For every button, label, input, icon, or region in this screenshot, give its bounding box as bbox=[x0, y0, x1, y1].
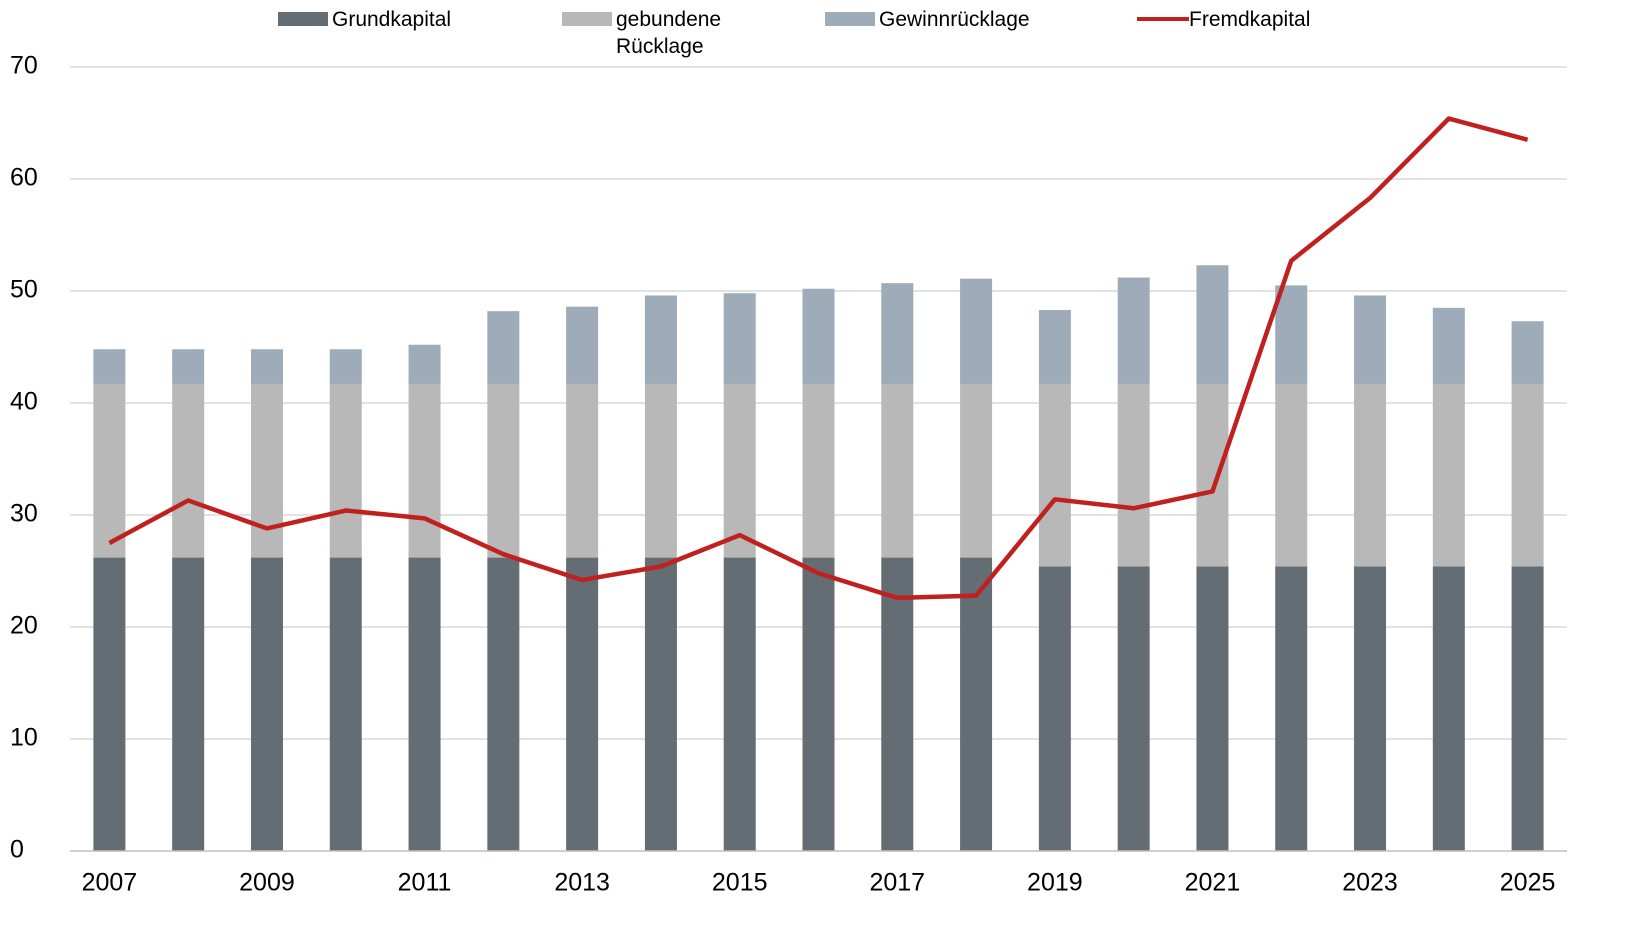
bar-segment bbox=[250, 349, 283, 384]
y-tick-label: 70 bbox=[10, 52, 38, 80]
bar-segment bbox=[172, 557, 205, 851]
bar-segment bbox=[1038, 310, 1071, 384]
bar-segment bbox=[408, 557, 441, 851]
bar-segment bbox=[802, 288, 835, 384]
legend: Grundkapital gebundene Rücklage Gewinnrück… bbox=[0, 6, 1632, 66]
x-tick-label: 2009 bbox=[239, 869, 295, 897]
bar-segment bbox=[881, 557, 914, 851]
legend-label: Fremdkapital bbox=[1189, 8, 1311, 31]
x-tick-label: 2013 bbox=[554, 869, 610, 897]
line bbox=[108, 116, 1529, 601]
bar-segment bbox=[644, 557, 677, 851]
bar-segment bbox=[566, 383, 599, 558]
bar-segment bbox=[1275, 285, 1308, 384]
bar-segment bbox=[93, 557, 126, 851]
bar-segment bbox=[1038, 566, 1071, 851]
bar-segment bbox=[960, 383, 993, 558]
bar-segment bbox=[1117, 383, 1150, 567]
legend-item: Grundkapital bbox=[278, 6, 451, 33]
bar-segment bbox=[1432, 307, 1465, 384]
x-tick-label: 2021 bbox=[1185, 869, 1241, 897]
bar-segment bbox=[1354, 295, 1387, 384]
bar-segment bbox=[1511, 321, 1544, 384]
bar-segment bbox=[172, 349, 205, 384]
bar-segment bbox=[1196, 566, 1229, 851]
bar-segment bbox=[644, 295, 677, 384]
x-tick-label: 2017 bbox=[869, 869, 925, 897]
legend-label: gebundene Rücklage bbox=[616, 8, 722, 58]
bar-segment bbox=[802, 383, 835, 558]
bar-segment bbox=[1117, 566, 1150, 851]
legend-label: Gewinnrücklage bbox=[879, 8, 1030, 31]
bar-segment bbox=[802, 557, 835, 851]
x-tick-label: 2025 bbox=[1500, 869, 1556, 897]
bar-segment bbox=[881, 383, 914, 558]
y-tick-label: 20 bbox=[10, 612, 38, 640]
bar-segment bbox=[644, 383, 677, 558]
bar-segment bbox=[723, 557, 756, 851]
bar-segment bbox=[408, 344, 441, 384]
bar-segment bbox=[723, 383, 756, 558]
bar-segment bbox=[329, 557, 362, 851]
x-tick-label: 2011 bbox=[398, 869, 452, 897]
legend-swatch bbox=[278, 12, 328, 26]
bar-segment bbox=[566, 557, 599, 851]
bar-segment bbox=[566, 306, 599, 384]
bar-segment bbox=[93, 349, 126, 384]
bar-segment bbox=[881, 283, 914, 384]
y-tick-label: 0 bbox=[10, 836, 24, 864]
bar-segment bbox=[408, 383, 441, 558]
bar-segment bbox=[487, 311, 520, 384]
y-tick-label: 50 bbox=[10, 276, 38, 304]
y-tick-label: 30 bbox=[10, 500, 38, 528]
bar-segment bbox=[250, 557, 283, 851]
bar-segment bbox=[1196, 383, 1229, 567]
bar-segment bbox=[93, 383, 126, 558]
bar-segment bbox=[1275, 566, 1308, 851]
bar-segment bbox=[1275, 383, 1308, 567]
bar-segment bbox=[1196, 265, 1229, 384]
legend-item: gebundene Rücklage bbox=[562, 6, 736, 60]
bar-segment bbox=[487, 383, 520, 558]
y-tick-label: 10 bbox=[10, 724, 38, 752]
bar-segment bbox=[329, 383, 362, 558]
bar-segment bbox=[1354, 566, 1387, 851]
bar-segment bbox=[723, 293, 756, 384]
bar-segment bbox=[487, 557, 520, 851]
bar-segment bbox=[1432, 566, 1465, 851]
y-tick-label: 60 bbox=[10, 164, 38, 192]
bar-segment bbox=[1511, 383, 1544, 567]
bar-segment bbox=[1432, 383, 1465, 567]
bar-segment bbox=[250, 383, 283, 558]
bar-segment bbox=[1038, 383, 1071, 567]
bar-segment bbox=[1354, 383, 1387, 567]
legend-swatch bbox=[1137, 17, 1189, 21]
legend-swatch bbox=[562, 12, 612, 26]
legend-item: Gewinnrücklage bbox=[825, 6, 1030, 33]
x-tick-label: 2023 bbox=[1342, 869, 1398, 897]
legend-swatch bbox=[825, 12, 875, 26]
bar-segment bbox=[172, 383, 205, 558]
x-tick-label: 2015 bbox=[712, 869, 768, 897]
bar-segment bbox=[329, 349, 362, 384]
x-tick-label: 2019 bbox=[1027, 869, 1083, 897]
bar-segment bbox=[1117, 277, 1150, 384]
x-tick-label: 2007 bbox=[82, 869, 138, 897]
bar-segment bbox=[960, 557, 993, 851]
legend-label: Grundkapital bbox=[332, 8, 452, 31]
bar-segment bbox=[960, 278, 993, 384]
bar-segment bbox=[1511, 566, 1544, 851]
y-tick-label: 40 bbox=[10, 388, 38, 416]
legend-item: Fremdkapital bbox=[1137, 6, 1310, 33]
